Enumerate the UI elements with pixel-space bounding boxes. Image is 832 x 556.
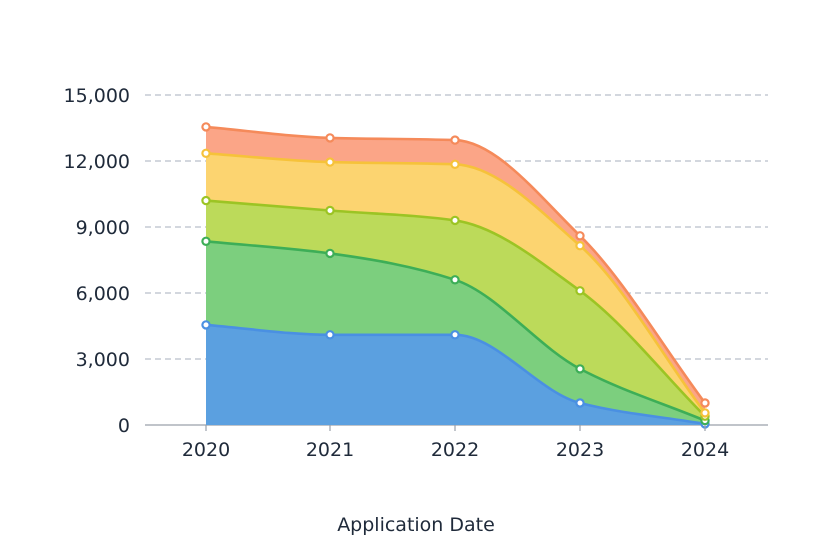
y-tick-label: 3,000 xyxy=(76,349,130,371)
data-point[interactable] xyxy=(701,399,708,406)
data-point[interactable] xyxy=(451,137,458,144)
y-tick-label: 0 xyxy=(118,415,130,437)
x-axis-title: Application Date xyxy=(337,514,495,536)
data-point[interactable] xyxy=(202,123,209,130)
data-point[interactable] xyxy=(202,321,209,328)
data-point[interactable] xyxy=(326,159,333,166)
data-point[interactable] xyxy=(202,238,209,245)
x-tick-label: 2024 xyxy=(681,439,729,461)
data-point[interactable] xyxy=(202,150,209,157)
y-tick-label: 9,000 xyxy=(76,217,130,239)
data-point[interactable] xyxy=(326,331,333,338)
data-point[interactable] xyxy=(326,207,333,214)
data-point[interactable] xyxy=(576,365,583,372)
x-tick-label: 2020 xyxy=(182,439,230,461)
data-point[interactable] xyxy=(451,276,458,283)
data-point[interactable] xyxy=(202,197,209,204)
y-tick-label: 6,000 xyxy=(76,283,130,305)
data-point[interactable] xyxy=(451,161,458,168)
data-point[interactable] xyxy=(326,134,333,141)
data-point[interactable] xyxy=(576,399,583,406)
data-point[interactable] xyxy=(576,287,583,294)
data-point[interactable] xyxy=(576,232,583,239)
x-tick-label: 2022 xyxy=(431,439,479,461)
x-tick-label: 2023 xyxy=(556,439,604,461)
x-tick-label: 2021 xyxy=(306,439,354,461)
data-point[interactable] xyxy=(576,242,583,249)
y-tick-label: 12,000 xyxy=(64,151,130,173)
data-point[interactable] xyxy=(326,250,333,257)
data-point[interactable] xyxy=(451,331,458,338)
y-tick-label: 15,000 xyxy=(64,85,130,107)
data-point[interactable] xyxy=(451,217,458,224)
data-point[interactable] xyxy=(701,409,708,416)
